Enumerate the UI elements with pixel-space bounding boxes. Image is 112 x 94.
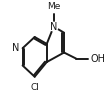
Circle shape — [49, 22, 58, 31]
Text: OH: OH — [91, 54, 106, 64]
Text: Me: Me — [47, 2, 60, 11]
Text: N: N — [12, 43, 19, 53]
Text: Cl: Cl — [30, 83, 39, 92]
Text: N: N — [50, 22, 57, 32]
